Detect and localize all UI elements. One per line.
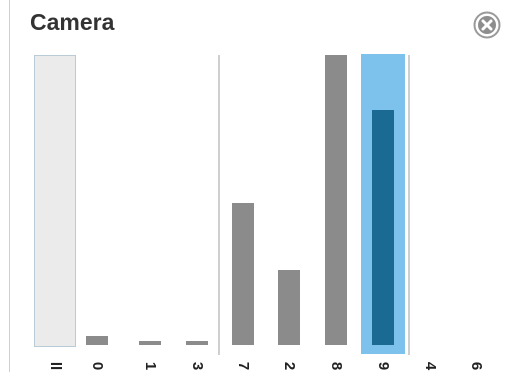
histogram-bar[interactable] bbox=[325, 55, 347, 345]
bar-label-text: 2 bbox=[281, 361, 298, 371]
all-column[interactable] bbox=[34, 55, 76, 347]
panel-title: Camera bbox=[30, 9, 115, 35]
bar-label-text: 4 bbox=[422, 361, 439, 371]
bar-label-text: 0 bbox=[89, 361, 106, 371]
group-divider bbox=[408, 55, 410, 355]
histogram-bar[interactable] bbox=[139, 341, 161, 345]
histogram-bar[interactable] bbox=[278, 270, 300, 345]
close-icon[interactable] bbox=[473, 11, 501, 39]
bar-label-text: 8 bbox=[328, 361, 345, 371]
histogram-bar[interactable] bbox=[372, 110, 394, 345]
left-border bbox=[9, 0, 10, 372]
histogram-bar[interactable] bbox=[86, 336, 108, 345]
bar-label-text: 3 bbox=[189, 361, 206, 371]
group-divider bbox=[218, 55, 220, 355]
bar-label-text: 7 bbox=[235, 361, 252, 371]
bar-label-text: 6 bbox=[468, 361, 485, 371]
histogram-bar[interactable] bbox=[186, 341, 208, 345]
bar-label-text: 9 bbox=[375, 361, 392, 371]
histogram-bar[interactable] bbox=[232, 203, 254, 345]
bar-label-text: 1 bbox=[142, 361, 159, 371]
bar-label-text: ll bbox=[47, 361, 64, 371]
